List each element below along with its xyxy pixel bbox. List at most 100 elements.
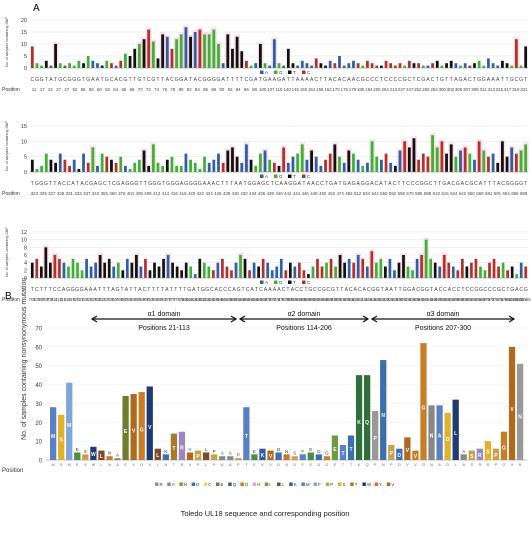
sequence-base: T (434, 181, 438, 187)
snp-bar (296, 65, 300, 68)
position-value: 932 (400, 297, 408, 302)
sequence-base: G (469, 181, 473, 187)
snp-bar (105, 156, 109, 172)
position-value: 914 (361, 297, 369, 302)
sequence-base: C (393, 77, 397, 83)
snp-bar (107, 258, 111, 278)
sequence-base: T (183, 287, 187, 293)
mutation-bar (508, 346, 516, 460)
sequence-base: T (243, 181, 247, 187)
snp-bar (171, 262, 174, 278)
sequence-base: A (80, 181, 84, 187)
legend-swatch-s (338, 482, 342, 486)
mutation-aa-label: G (325, 451, 329, 456)
position-residue: V (132, 463, 135, 467)
mutation-aa-label: E (333, 447, 337, 453)
snp-bar (305, 63, 309, 68)
sequence-base: A (49, 77, 53, 83)
position-value: 442 (284, 191, 292, 196)
sequence-base: C (406, 181, 410, 187)
sequence-base: G (252, 181, 256, 187)
position-value: 823 (203, 297, 211, 302)
snp-bar (86, 56, 90, 68)
sequence-base: G (203, 77, 207, 83)
snp-bar (82, 63, 85, 68)
legend-swatch-g (274, 174, 278, 178)
sequence-base: G (39, 181, 43, 187)
y-tick-label: 0 (24, 170, 27, 176)
sequence-base: A (301, 77, 305, 83)
snp-bar (49, 159, 53, 172)
mutation-bar (404, 437, 411, 460)
mutation-bar (58, 414, 65, 460)
snp-bar (417, 159, 421, 172)
sequence-base: A (296, 77, 300, 83)
y-tick-label: 30 (35, 402, 42, 408)
position-value: 858 (238, 297, 246, 302)
position-value: 878 (282, 297, 290, 302)
position-value: 904 (339, 297, 347, 302)
sequence-base: C (474, 181, 478, 187)
position-value: 898 (326, 297, 334, 302)
position-value: 317 (504, 87, 512, 92)
mutation-bar (130, 394, 137, 460)
position-value: 440 (275, 191, 283, 196)
snp-bar (54, 44, 57, 68)
y-axis-label: No. of samples containing SNP (5, 227, 9, 277)
legend-label-a: A (265, 174, 268, 179)
mutation-bar (484, 441, 492, 460)
position-value: 64 (113, 87, 118, 92)
position-value: 80 (179, 87, 184, 92)
position-value: 703 (33, 297, 41, 302)
alpha3-domain-name: α3 domain (427, 311, 460, 318)
snp-bar (482, 150, 486, 172)
snp-bar (319, 165, 323, 172)
snp-bar (524, 46, 528, 68)
snp-bar (407, 147, 411, 172)
snp-bar (463, 63, 467, 68)
mutation-bar (444, 412, 451, 460)
snp-bar (82, 153, 85, 172)
sequence-base: C (112, 181, 116, 187)
sequence-base: G (474, 287, 478, 293)
sequence-base: C (314, 77, 318, 83)
position-value: 936 (409, 297, 417, 302)
snp-bar (110, 63, 113, 68)
position-value: 716 (63, 297, 71, 302)
position-value: 815 (190, 297, 198, 302)
sequence-base: C (465, 181, 469, 187)
snp-bar (231, 147, 234, 172)
snp-bar (147, 165, 151, 172)
snp-bar (491, 153, 495, 172)
position-value: 438 (267, 191, 275, 196)
sequence-base: A (239, 181, 243, 187)
sequence-base: T (430, 287, 434, 293)
sequence-base: G (361, 77, 365, 83)
snp-bar (203, 156, 206, 172)
legend-swatch-q (228, 482, 232, 486)
snp-bar (121, 270, 125, 278)
snp-bar (198, 168, 202, 172)
position-value: 722 (77, 297, 85, 302)
sequence-base: C (219, 287, 223, 293)
snp-bar (91, 147, 95, 172)
position-value: 86 (203, 87, 208, 92)
sequence-base: T (226, 77, 230, 83)
position-value: 68 (130, 87, 135, 92)
snp-bar (165, 36, 169, 68)
sequence-base: A (305, 77, 309, 83)
position-value: 570 (406, 191, 414, 196)
mutation-aa-label: D (398, 453, 402, 459)
legend-swatch-k (289, 482, 293, 486)
snp-bar (184, 27, 188, 68)
sequence-base: T (492, 181, 496, 187)
mutation-bar (291, 456, 298, 460)
mutation-bar (500, 431, 508, 460)
snp-bar (137, 44, 141, 68)
position-value: 920 (374, 297, 382, 302)
position-value: 311 (480, 87, 488, 92)
mutation-aa-label: P (196, 454, 200, 460)
position-value: 325 (39, 191, 47, 196)
sequence-base: T (31, 287, 35, 293)
position-value: 176 (341, 87, 349, 92)
